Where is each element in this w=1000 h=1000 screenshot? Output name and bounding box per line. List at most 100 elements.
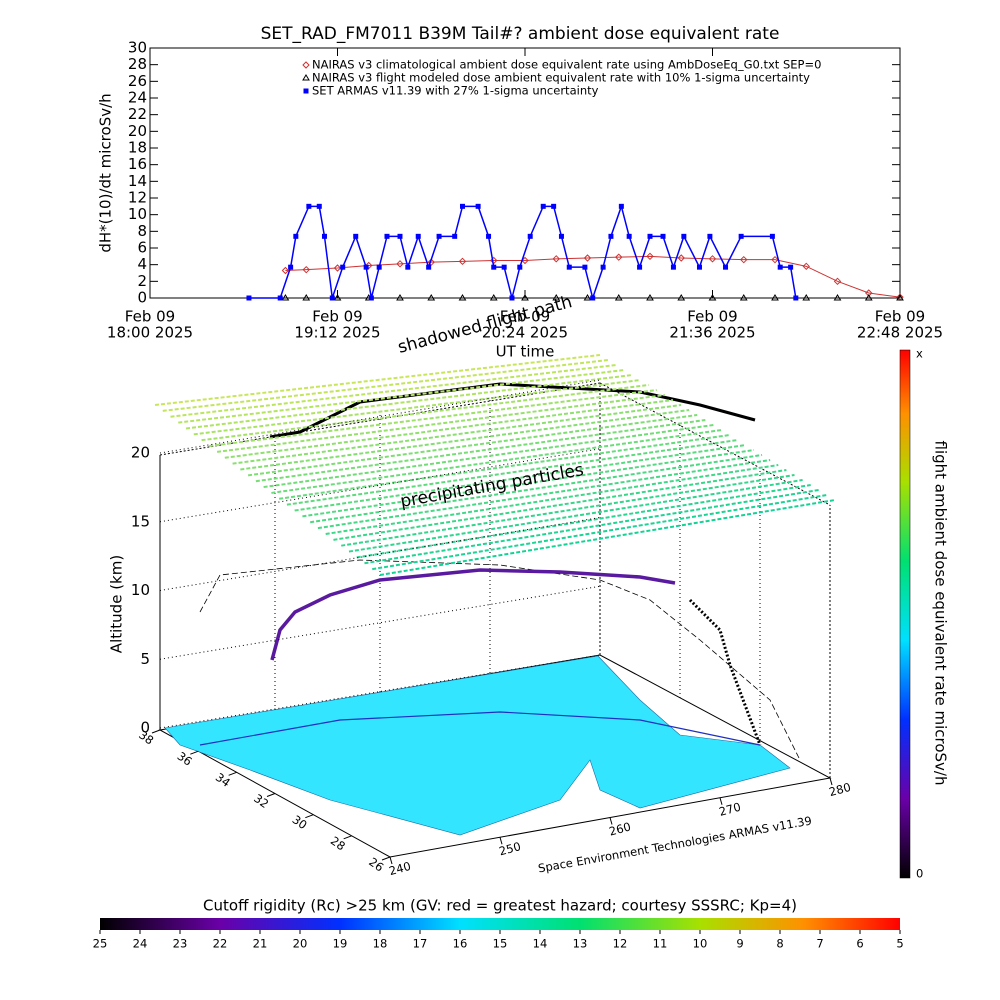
precipitation-sheet-line xyxy=(170,364,617,418)
data-point xyxy=(458,294,467,301)
x-tick-label: Feb 09 xyxy=(875,308,925,326)
lat-tick-label: 26 xyxy=(366,855,386,875)
precipitation-sheet-line xyxy=(286,439,738,506)
data-point xyxy=(415,233,421,239)
data-point xyxy=(501,264,507,270)
data-point xyxy=(288,264,294,270)
legend-label: NAIRAS v3 flight modeled dose ambient eq… xyxy=(312,71,810,85)
colorbar-tick-label: 17 xyxy=(413,937,428,951)
precipitation-sheet-line xyxy=(356,484,811,559)
precipitation-sheet-line xyxy=(271,429,722,494)
x-axis-label: UT time xyxy=(496,343,555,361)
data-point xyxy=(293,233,299,239)
data-point xyxy=(491,264,497,270)
flight-descent xyxy=(688,598,762,746)
data-point xyxy=(583,294,592,301)
data-point xyxy=(551,203,557,209)
data-point xyxy=(363,264,369,270)
colorbar-tick-label: 10 xyxy=(693,937,708,951)
data-point xyxy=(833,294,842,301)
lat-tick xyxy=(266,793,276,797)
colorbar-tick-label: 8 xyxy=(776,937,783,951)
colorbar-tick-label: 12 xyxy=(613,937,628,951)
x-tick-label: 21:36 2025 xyxy=(669,324,755,342)
data-point xyxy=(281,266,290,275)
data-point xyxy=(582,264,588,270)
back-edge xyxy=(599,382,831,506)
data-point xyxy=(637,264,643,270)
data-point xyxy=(788,264,794,270)
precipitation-sheet-line xyxy=(348,479,803,553)
lat-tick-label: 32 xyxy=(251,791,271,811)
data-point xyxy=(329,295,335,301)
precipitation-sheet-line xyxy=(310,454,763,524)
legend-marker xyxy=(302,74,310,81)
data-point xyxy=(460,203,465,209)
data-point xyxy=(793,295,799,301)
data-point xyxy=(558,233,564,239)
data-point xyxy=(647,233,653,239)
data-point xyxy=(426,264,432,270)
data-point xyxy=(552,255,560,263)
colorbar-tick-label: 25 xyxy=(93,937,108,951)
y-tick-label: 26 xyxy=(128,72,147,90)
x-tick-label: Feb 09 xyxy=(687,308,737,326)
colorbar-tick-label: 24 xyxy=(133,937,148,951)
lat-tick-label: 28 xyxy=(328,833,348,853)
data-point xyxy=(608,233,614,239)
lat-tick xyxy=(305,814,314,819)
lat-tick xyxy=(228,771,237,776)
colorbar-tick-label: 5 xyxy=(896,937,903,951)
data-point xyxy=(771,255,779,264)
data-point xyxy=(540,203,546,209)
data-point xyxy=(353,233,359,239)
data-point xyxy=(340,264,346,270)
precipitation-sheet-line xyxy=(224,399,674,459)
legend-marker xyxy=(303,88,309,94)
precipitation-layer xyxy=(154,354,836,576)
data-point xyxy=(321,233,327,239)
colorbar-tick-label: 9 xyxy=(736,937,743,951)
data-point xyxy=(677,254,685,262)
data-point xyxy=(458,257,467,266)
y-tick-label: 16 xyxy=(128,155,147,173)
data-point xyxy=(618,203,624,209)
x-tick-label: 18:00 2025 xyxy=(107,324,193,342)
colorbar-tick-label: 11 xyxy=(653,937,668,951)
lat-tick-label: 34 xyxy=(213,770,233,790)
data-point xyxy=(802,262,810,271)
data-point xyxy=(833,277,842,286)
flight-shadow xyxy=(199,559,801,761)
lat-tick xyxy=(343,835,352,840)
data-point xyxy=(615,253,623,261)
precipitation-sheet-line xyxy=(263,424,714,489)
data-point xyxy=(723,264,729,270)
precipitation-sheet-line xyxy=(372,494,828,571)
data-point xyxy=(681,233,687,239)
y-tick-label: 30 xyxy=(128,39,147,57)
precipitation-sheet-line xyxy=(333,469,787,541)
data-point xyxy=(708,294,717,301)
box-3d xyxy=(158,382,832,858)
data-point xyxy=(740,255,748,264)
data-point xyxy=(452,233,458,239)
data-point xyxy=(427,294,436,301)
data-point xyxy=(489,294,498,301)
legend-marker xyxy=(302,61,310,69)
colorbar-label: flight ambient dose equivalent rate micr… xyxy=(932,441,950,786)
data-point xyxy=(769,233,775,239)
data-point xyxy=(475,203,481,209)
data-point xyxy=(670,264,676,270)
x-tick-label: 22:48 2025 xyxy=(857,324,943,342)
lon-tick-label: 270 xyxy=(717,800,742,819)
y-axis-label: dH*(10)/dt microSv/h xyxy=(97,93,115,252)
y-tick-label: 12 xyxy=(128,189,147,207)
y-tick-label: 18 xyxy=(128,139,147,157)
precipitation-sheet-line xyxy=(317,459,771,530)
data-point xyxy=(864,294,873,301)
colorbar-bottom-label: 0 xyxy=(916,867,923,881)
data-point xyxy=(646,252,654,261)
data-point xyxy=(552,294,561,301)
x-tick-label: Feb 09 xyxy=(312,308,362,326)
data-point xyxy=(306,203,312,209)
